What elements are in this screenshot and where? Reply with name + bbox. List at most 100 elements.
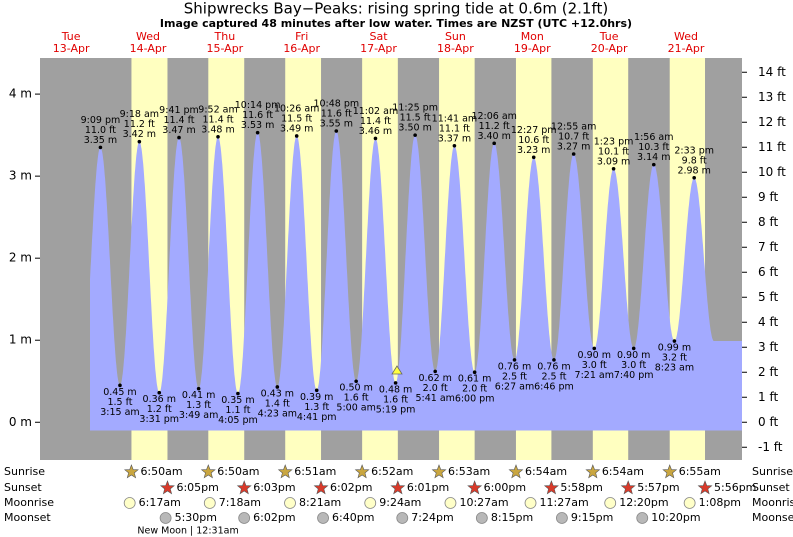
- moonset-time: 6:40pm: [332, 511, 374, 524]
- tide-point: [413, 133, 417, 137]
- row-label: Sunset: [4, 481, 42, 494]
- moonset-time: 8:15pm: [491, 511, 533, 524]
- tide-height-ft: 1.5 ft: [107, 397, 132, 408]
- tide-point: [216, 134, 220, 139]
- tide-time: 7:21 am: [575, 370, 614, 381]
- tide-height-m: 3.23 m: [517, 145, 550, 156]
- tide-height-ft: 11.6 ft: [321, 109, 352, 120]
- tide-height-ft: 11.4 ft: [360, 116, 391, 127]
- sunrise-time: 6:54am: [602, 465, 644, 478]
- tide-height-ft: 1.6 ft: [344, 393, 369, 404]
- row-label: Sunset: [752, 481, 790, 494]
- tide-time: 10:14 pm: [235, 100, 281, 111]
- tide-point: [98, 145, 103, 150]
- tide-point: [177, 135, 181, 140]
- tide-height-m: 0.76 m: [498, 361, 531, 372]
- tide-height-ft: 1.6 ft: [383, 394, 408, 405]
- tide-time: 1:23 pm: [594, 136, 634, 147]
- tide-height-m: 3.47 m: [162, 125, 195, 136]
- moonset-time: 9:15pm: [571, 511, 613, 524]
- tide-point: [373, 136, 378, 141]
- day-name: Sun: [445, 30, 466, 43]
- moonrise-time: 11:27am: [540, 496, 589, 509]
- tide-point: [354, 379, 358, 384]
- tide-height-m: 0.36 m: [143, 394, 176, 405]
- tide-time: 9:18 am: [120, 109, 159, 120]
- tide-height-m: 3.55 m: [320, 119, 353, 130]
- row-label: Sunrise: [752, 465, 793, 478]
- tide-height-m: 0.90 m: [617, 350, 650, 361]
- sunset-time: 5:57pm: [637, 481, 679, 494]
- y2-tick-label: 6 ft: [758, 265, 778, 279]
- moon-icon: [203, 497, 216, 509]
- tide-height-m: 3.09 m: [597, 156, 630, 167]
- day-date: 19-Apr: [514, 42, 551, 55]
- sunset-time: 5:58pm: [560, 481, 602, 494]
- sunset-time: 5:56pm: [714, 481, 756, 494]
- tide-height-ft: 1.1 ft: [225, 405, 250, 416]
- tide-time: 12:55 am: [551, 121, 596, 132]
- sunset-time: 6:01pm: [407, 481, 449, 494]
- sunrise-time: 6:51am: [294, 465, 336, 478]
- tide-height-m: 0.48 m: [379, 384, 412, 395]
- tide-height-ft: 11.4 ft: [163, 115, 194, 126]
- row-label: Moonrise: [752, 496, 793, 509]
- moon-icon: [396, 512, 409, 524]
- labels-layer: Tue13-AprWed14-AprThu15-AprFri16-AprSat1…: [4, 30, 793, 537]
- tide-point: [512, 358, 517, 362]
- y2-tick-label: 12 ft: [758, 115, 786, 129]
- y2-tick-label: 9 ft: [758, 190, 778, 204]
- sunrise-time: 6:50am: [140, 465, 182, 478]
- tide-point: [692, 175, 696, 180]
- tide-point: [157, 390, 162, 395]
- tide-height-ft: 11.2 ft: [124, 119, 155, 130]
- tide-height-ft: 1.3 ft: [186, 400, 211, 411]
- day-date: 21-Apr: [668, 42, 705, 55]
- sunset-time: 6:05pm: [176, 481, 218, 494]
- tide-height-m: 3.37 m: [438, 133, 471, 144]
- y2-tick-label: 1 ft: [758, 390, 778, 404]
- tide-point: [492, 141, 496, 146]
- tide-time: 4:23 am: [258, 408, 297, 419]
- row-label: Moonrise: [4, 496, 54, 509]
- tide-height-ft: 11.5 ft: [400, 113, 431, 124]
- tide-height-ft: 11.4 ft: [202, 114, 233, 125]
- y2-tick-label: 8 ft: [758, 215, 778, 229]
- tide-height-ft: 11.5 ft: [281, 113, 312, 124]
- tide-height-m: 0.61 m: [458, 374, 491, 385]
- tide-point: [118, 383, 122, 388]
- moon-icon: [284, 497, 296, 509]
- moon-icon: [123, 497, 136, 509]
- moon-icon: [475, 512, 488, 524]
- tide-height-m: 3.27 m: [557, 141, 590, 152]
- moonrise-time: 9:24am: [379, 496, 421, 509]
- y2-tick-label: 14 ft: [758, 65, 786, 79]
- tide-height-ft: 10.6 ft: [518, 135, 549, 146]
- tide-height-m: 3.40 m: [477, 131, 510, 142]
- tide-height-m: 0.90 m: [578, 350, 611, 361]
- y2-tick-label: 4 ft: [758, 315, 778, 329]
- sun-icon: [159, 480, 175, 495]
- tide-time: 5:19 pm: [376, 404, 416, 415]
- tide-height-m: 0.62 m: [418, 373, 451, 384]
- tide-point: [452, 143, 457, 148]
- tide-height-ft: 11.6 ft: [242, 110, 273, 121]
- tide-point: [314, 388, 319, 393]
- day-date: 20-Apr: [591, 42, 628, 55]
- tide-time: 10:48 pm: [313, 99, 359, 110]
- row-label: Sunrise: [4, 465, 45, 478]
- tide-height-ft: 1.4 ft: [265, 398, 290, 409]
- y-tick-label: 0 m: [9, 415, 32, 429]
- tide-time: 5:41 am: [415, 393, 454, 404]
- tide-height-ft: 2.5 ft: [541, 371, 566, 382]
- y2-tick-label: 3 ft: [758, 340, 778, 354]
- tide-height-ft: 3.0 ft: [582, 360, 607, 371]
- y-tick-label: 2 m: [9, 251, 32, 265]
- y2-tick-label: 7 ft: [758, 240, 778, 254]
- tide-time: 4:05 pm: [218, 415, 258, 426]
- tide-time: 11:02 am: [353, 106, 398, 117]
- tide-point: [571, 152, 576, 156]
- current-marker: [391, 365, 403, 375]
- tide-height-m: 3.50 m: [398, 123, 431, 134]
